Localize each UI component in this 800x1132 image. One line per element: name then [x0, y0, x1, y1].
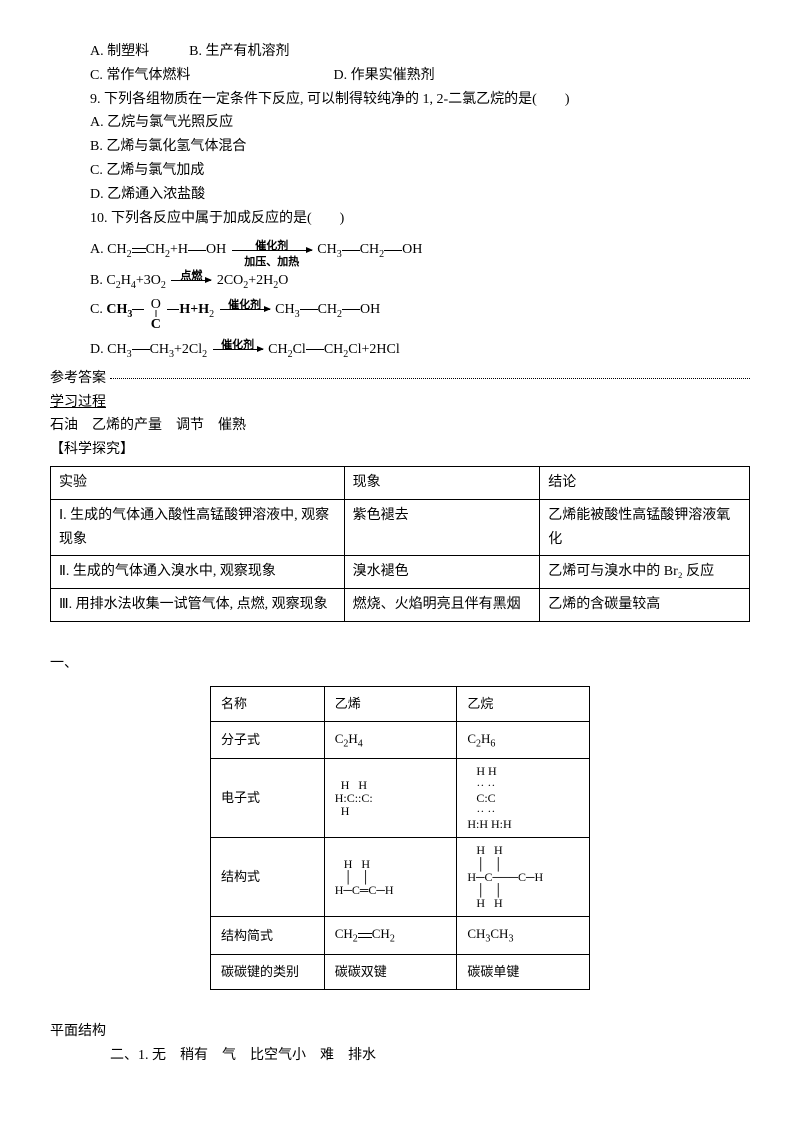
tab1-r2c3: 乙烯可与溴水中的 Br₂ 反应: [540, 556, 750, 589]
q10-option-b: B. C2H4+3O2 点燃 2CO2+2H2O: [50, 269, 750, 294]
tab1-r2c2: 溴水褪色: [344, 556, 540, 589]
q9-option-b: B. 乙烯与氯化氢气体混合: [50, 135, 750, 159]
tab2-formula-2: C2H6: [457, 721, 590, 759]
option-a: A. 制塑料: [90, 40, 149, 64]
tab2-struct-1: H H │ │ H─C═C─H: [324, 838, 457, 917]
tab2-struct-label: 结构式: [211, 838, 325, 917]
question-10: 10. 下列各反应中属于加成反应的是( ): [50, 207, 750, 231]
tab2-h-c1: 乙烯: [324, 686, 457, 721]
q9-option-d: D. 乙烯通入浓盐酸: [50, 183, 750, 207]
tab2-simp-2: CH3CH3: [457, 917, 590, 955]
q9-option-a: A. 乙烷与氯气光照反应: [50, 111, 750, 135]
fill-line: 石油 乙烯的产量 调节 催熟: [50, 414, 750, 438]
plane-structure-label: 平面结构: [50, 1020, 750, 1044]
tab2-bond-2: 碳碳单键: [457, 954, 590, 989]
section-two-line: 二、1. 无 稍有 气 比空气小 难 排水: [50, 1044, 750, 1068]
section-one-label: 一、: [50, 652, 750, 676]
tab1-h2: 现象: [344, 466, 540, 499]
study-process-label: 学习过程: [50, 395, 106, 410]
tab1-r3c2: 燃烧、火焰明亮且伴有黑烟: [344, 589, 540, 622]
tab2-simp-1: CH2CH2: [324, 917, 457, 955]
tab2-bond-1: 碳碳双键: [324, 954, 457, 989]
tab1-h3: 结论: [540, 466, 750, 499]
tab2-elec-label: 电子式: [211, 759, 325, 838]
answer-key-label: 参考答案: [50, 367, 106, 391]
tab2-h-name: 名称: [211, 686, 325, 721]
tab1-r2c1: Ⅱ. 生成的气体通入溴水中, 观察现象: [51, 556, 345, 589]
tab2-bond-label: 碳碳键的类别: [211, 954, 325, 989]
option-d: D. 作果实催熟剂: [334, 68, 435, 83]
experiment-table: 实验 现象 结论 Ⅰ. 生成的气体通入酸性高锰酸钾溶液中, 观察现象 紫色褪去 …: [50, 466, 750, 622]
option-c: C. 常作气体燃料: [90, 64, 330, 88]
option-b: B. 生产有机溶剂: [189, 40, 289, 64]
tab2-elec-2: H H ·· ·· C:C ·· ·· H:H H:H: [457, 759, 590, 838]
tab2-formula-label: 分子式: [211, 721, 325, 759]
tab2-struct-2: H H │ │ H─C───C─H │ │ H H: [457, 838, 590, 917]
q9-option-c: C. 乙烯与氯气加成: [50, 159, 750, 183]
question-9: 9. 下列各组物质在一定条件下反应, 可以制得较纯净的 1, 2-二氯乙烷的是(…: [50, 88, 750, 112]
comparison-table: 名称 乙烯 乙烷 分子式 C2H4 C2H6 电子式 H H H:C::C: H…: [210, 686, 590, 990]
tab1-r3c3: 乙烯的含碳量较高: [540, 589, 750, 622]
q10-option-c: C. CH3 O ‖ C H+H2 催化剂 CH3CH2OH: [50, 298, 750, 332]
tab1-r3c1: Ⅲ. 用排水法收集一试管气体, 点燃, 观察现象: [51, 589, 345, 622]
q10-option-d: D. CH3CH3+2Cl2 催化剂 CH2ClCH2Cl+2HCl: [50, 338, 750, 363]
tab2-h-c2: 乙烷: [457, 686, 590, 721]
science-explore-label: 【科学探究】: [50, 438, 750, 462]
tab2-elec-1: H H H:C::C: H: [324, 759, 457, 838]
tab2-formula-1: C2H4: [324, 721, 457, 759]
tab1-r1c3: 乙烯能被酸性高锰酸钾溶液氧化: [540, 499, 750, 556]
tab1-r1c2: 紫色褪去: [344, 499, 540, 556]
tab1-r1c1: Ⅰ. 生成的气体通入酸性高锰酸钾溶液中, 观察现象: [51, 499, 345, 556]
q10-option-a: A. CH2CH2+HOH 催化剂加压、加热 CH3CH2OH: [50, 238, 750, 263]
tab2-simp-label: 结构简式: [211, 917, 325, 955]
tab1-h1: 实验: [51, 466, 345, 499]
